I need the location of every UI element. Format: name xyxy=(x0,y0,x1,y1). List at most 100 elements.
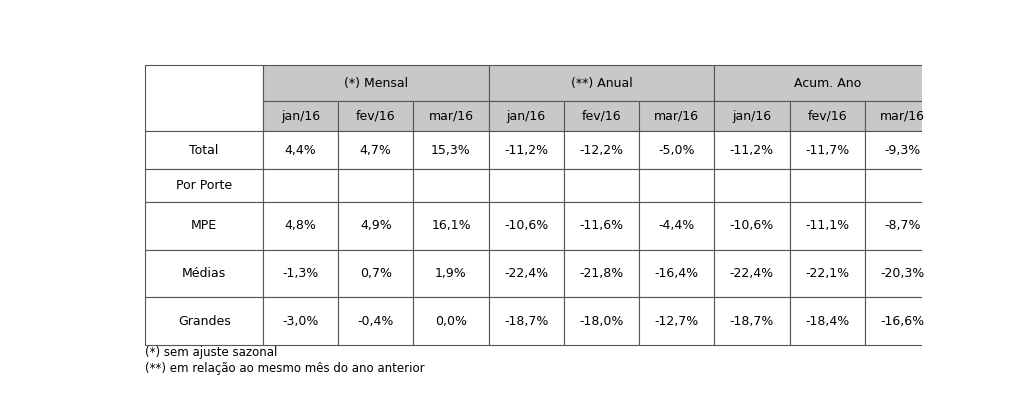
Text: 4,7%: 4,7% xyxy=(359,144,392,157)
Text: -12,2%: -12,2% xyxy=(580,144,624,157)
Text: jan/16: jan/16 xyxy=(281,110,321,123)
Text: -10,6%: -10,6% xyxy=(730,219,774,232)
Bar xyxy=(414,249,488,297)
Bar xyxy=(564,297,639,345)
Text: 0,7%: 0,7% xyxy=(359,267,392,280)
Bar xyxy=(639,297,715,345)
Text: jan/16: jan/16 xyxy=(507,110,546,123)
Bar xyxy=(639,169,715,202)
Bar xyxy=(865,169,940,202)
Text: (*) sem ajuste sazonal: (*) sem ajuste sazonal xyxy=(145,346,278,360)
Text: -20,3%: -20,3% xyxy=(881,267,925,280)
Bar xyxy=(338,169,414,202)
Bar xyxy=(865,249,940,297)
Bar xyxy=(865,297,940,345)
Bar xyxy=(488,297,564,345)
Bar xyxy=(263,131,338,169)
Text: fev/16: fev/16 xyxy=(582,110,622,123)
Text: -18,7%: -18,7% xyxy=(730,315,774,328)
Bar xyxy=(564,101,639,131)
Bar xyxy=(790,297,865,345)
Bar xyxy=(263,65,488,101)
Bar xyxy=(488,65,715,101)
Bar xyxy=(790,131,865,169)
Bar xyxy=(865,202,940,249)
Text: -3,0%: -3,0% xyxy=(283,315,318,328)
Bar xyxy=(564,202,639,249)
Bar xyxy=(715,101,790,131)
Bar xyxy=(414,202,488,249)
Bar xyxy=(338,297,414,345)
Bar xyxy=(145,65,263,131)
Text: -11,2%: -11,2% xyxy=(504,144,548,157)
Text: fev/16: fev/16 xyxy=(356,110,395,123)
Text: 4,8%: 4,8% xyxy=(285,219,316,232)
Bar xyxy=(145,131,263,169)
Text: -11,6%: -11,6% xyxy=(580,219,624,232)
Bar xyxy=(338,249,414,297)
Bar xyxy=(263,169,338,202)
Text: 16,1%: 16,1% xyxy=(431,219,471,232)
Text: Total: Total xyxy=(189,144,219,157)
Text: -18,7%: -18,7% xyxy=(504,315,549,328)
Text: 4,4%: 4,4% xyxy=(285,144,316,157)
Text: -21,8%: -21,8% xyxy=(580,267,624,280)
Bar xyxy=(338,202,414,249)
Bar xyxy=(488,131,564,169)
Text: -10,6%: -10,6% xyxy=(504,219,549,232)
Text: -0,4%: -0,4% xyxy=(357,315,394,328)
Bar xyxy=(715,65,940,101)
Text: -22,4%: -22,4% xyxy=(504,267,548,280)
Bar xyxy=(639,202,715,249)
Text: -22,1%: -22,1% xyxy=(805,267,849,280)
Bar xyxy=(790,249,865,297)
Bar xyxy=(865,101,940,131)
Text: -4,4%: -4,4% xyxy=(658,219,695,232)
Bar xyxy=(715,297,790,345)
Bar xyxy=(715,131,790,169)
Text: mar/16: mar/16 xyxy=(880,110,925,123)
Bar xyxy=(488,202,564,249)
Bar xyxy=(263,297,338,345)
Text: -1,3%: -1,3% xyxy=(283,267,318,280)
Bar xyxy=(564,249,639,297)
Bar xyxy=(564,131,639,169)
Text: Por Porte: Por Porte xyxy=(176,179,232,192)
Bar xyxy=(715,202,790,249)
Bar xyxy=(639,131,715,169)
Text: Acum. Ano: Acum. Ano xyxy=(794,76,861,89)
Text: 15,3%: 15,3% xyxy=(431,144,471,157)
Text: Grandes: Grandes xyxy=(178,315,230,328)
Text: mar/16: mar/16 xyxy=(654,110,699,123)
Bar xyxy=(414,169,488,202)
Bar xyxy=(338,131,414,169)
Bar xyxy=(790,169,865,202)
Bar xyxy=(488,101,564,131)
Bar xyxy=(263,202,338,249)
Text: 4,9%: 4,9% xyxy=(359,219,391,232)
Text: -16,6%: -16,6% xyxy=(881,315,925,328)
Text: fev/16: fev/16 xyxy=(807,110,847,123)
Text: -16,4%: -16,4% xyxy=(654,267,698,280)
Text: (**) em relação ao mesmo mês do ano anterior: (**) em relação ao mesmo mês do ano ante… xyxy=(145,362,425,375)
Text: -18,4%: -18,4% xyxy=(805,315,849,328)
Bar xyxy=(564,169,639,202)
Bar xyxy=(338,101,414,131)
Text: -22,4%: -22,4% xyxy=(730,267,774,280)
Text: 1,9%: 1,9% xyxy=(435,267,467,280)
Text: -18,0%: -18,0% xyxy=(580,315,624,328)
Bar xyxy=(488,169,564,202)
Bar xyxy=(145,297,263,345)
Bar xyxy=(263,249,338,297)
Bar xyxy=(414,297,488,345)
Text: -11,2%: -11,2% xyxy=(730,144,774,157)
Text: -11,7%: -11,7% xyxy=(805,144,849,157)
Text: -9,3%: -9,3% xyxy=(885,144,921,157)
Text: -11,1%: -11,1% xyxy=(805,219,849,232)
Text: -12,7%: -12,7% xyxy=(654,315,698,328)
Bar xyxy=(145,249,263,297)
Text: -5,0%: -5,0% xyxy=(658,144,695,157)
Bar xyxy=(145,169,263,202)
Bar xyxy=(145,202,263,249)
Text: MPE: MPE xyxy=(191,219,217,232)
